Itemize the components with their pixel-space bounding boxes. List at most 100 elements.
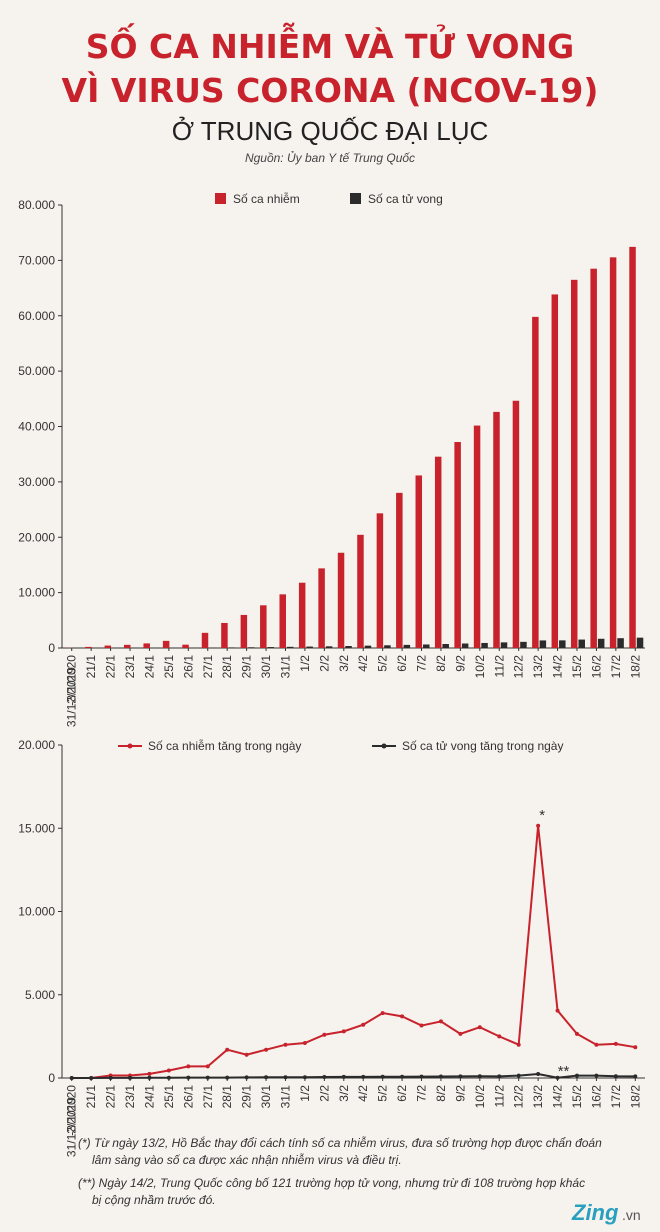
point	[438, 1019, 443, 1024]
x-tick-label: 2/2	[317, 1085, 331, 1102]
point	[497, 1034, 502, 1039]
point	[283, 1042, 288, 1047]
title: VÌ VIRUS CORONA (NCOV-19)	[62, 70, 599, 110]
point	[613, 1041, 618, 1046]
x-tick-label: 23/1	[123, 1085, 137, 1109]
x-tick-label: 22/1	[104, 1085, 118, 1109]
point	[633, 1045, 638, 1050]
subtitle: Ở TRUNG QUỐC ĐẠI LỤC	[172, 115, 489, 146]
bar	[286, 646, 294, 648]
y-tick-label: 80.000	[18, 198, 55, 212]
x-tick-label: 31/1	[278, 1085, 292, 1109]
point	[166, 1068, 171, 1073]
point	[108, 1075, 113, 1080]
bar	[124, 644, 131, 648]
y-tick-label: 60.000	[18, 309, 55, 323]
x-tick-label: 6/2	[395, 1085, 409, 1102]
bar	[104, 645, 112, 648]
point	[341, 1074, 346, 1079]
x-tick-label: 13/2	[531, 1085, 545, 1109]
point	[419, 1074, 424, 1079]
x-tick-label: 9/2	[453, 1085, 467, 1102]
legend-marker	[381, 743, 387, 749]
bar	[182, 644, 189, 648]
point	[244, 1075, 249, 1080]
point	[302, 1075, 307, 1080]
x-tick-label: 29/1	[240, 1085, 254, 1109]
point	[438, 1074, 443, 1079]
x-tick-label: 12/2	[512, 655, 526, 679]
y-tick-label: 0	[48, 1071, 55, 1085]
x-tick-label: 30/1	[259, 655, 273, 679]
bar	[481, 642, 488, 648]
y-tick-label: 30.000	[18, 475, 55, 489]
point	[594, 1073, 599, 1078]
logo-suffix: .vn	[622, 1207, 641, 1223]
bar	[240, 614, 248, 648]
point	[536, 823, 541, 828]
x-tick-label: 26/1	[181, 1085, 195, 1109]
x-tick-label: 8/2	[434, 1085, 448, 1102]
point	[536, 1071, 541, 1076]
point	[633, 1074, 638, 1079]
bar	[500, 642, 508, 648]
x-tick-label: 24/1	[142, 655, 156, 679]
x-tick-label: 4/2	[356, 1085, 370, 1102]
source: Nguồn: Ủy ban Y tế Trung Quốc	[245, 150, 415, 165]
bar	[260, 605, 267, 648]
x-tick-label: 1/2	[298, 1085, 312, 1102]
bar	[201, 632, 209, 648]
x-tick-label: 5/2	[376, 655, 390, 672]
x-tick-label: 31/12/2019-3/1/2020	[65, 655, 79, 727]
point	[322, 1075, 327, 1080]
point	[264, 1047, 269, 1052]
legend-label: Số ca tử vong	[368, 192, 443, 206]
point	[380, 1011, 385, 1016]
bar	[539, 640, 547, 648]
x-tick-label: 9/2	[453, 655, 467, 672]
annotation: **	[558, 1063, 570, 1080]
footnote: lâm sàng vào số ca được xác nhận nhiễm v…	[92, 1152, 402, 1167]
point	[225, 1047, 230, 1052]
point	[516, 1073, 521, 1078]
bar	[279, 594, 286, 648]
y-tick-label: 70.000	[18, 253, 55, 267]
y-tick-label: 40.000	[18, 420, 55, 434]
x-tick-label: 24/1	[142, 1085, 156, 1109]
x-tick-label: 1/2	[298, 655, 312, 672]
point	[458, 1031, 463, 1036]
x-tick-label: 26/1	[181, 655, 195, 679]
point	[322, 1032, 327, 1037]
point	[128, 1075, 133, 1080]
bar	[629, 246, 636, 648]
bar	[636, 637, 644, 648]
bar	[551, 294, 559, 648]
legend-marker	[127, 743, 133, 749]
x-tick-label: 3/2	[337, 655, 351, 672]
y-tick-label: 10.000	[18, 905, 55, 919]
x-tick-label: 6/2	[395, 655, 409, 672]
x-tick-label: 31/12/2019-3/1/2020	[65, 1085, 79, 1157]
bar	[493, 411, 500, 648]
bar	[248, 647, 255, 648]
point	[361, 1074, 366, 1079]
bar	[325, 646, 333, 648]
point	[594, 1042, 599, 1047]
point	[555, 1008, 560, 1013]
footnote: (**) Ngày 14/2, Trung Quốc công bố 121 t…	[78, 1176, 585, 1190]
x-tick-label: 10/2	[473, 1085, 487, 1109]
point	[419, 1023, 424, 1028]
bar	[570, 279, 578, 648]
point	[516, 1042, 521, 1047]
bar	[221, 622, 228, 648]
bar	[512, 400, 520, 648]
bar	[376, 513, 384, 648]
point	[69, 1076, 74, 1080]
x-tick-label: 27/1	[201, 1085, 215, 1109]
point	[555, 1075, 560, 1080]
point	[89, 1075, 94, 1080]
bar	[597, 638, 605, 648]
point	[225, 1075, 230, 1080]
bar	[520, 641, 527, 648]
bar	[423, 644, 430, 648]
